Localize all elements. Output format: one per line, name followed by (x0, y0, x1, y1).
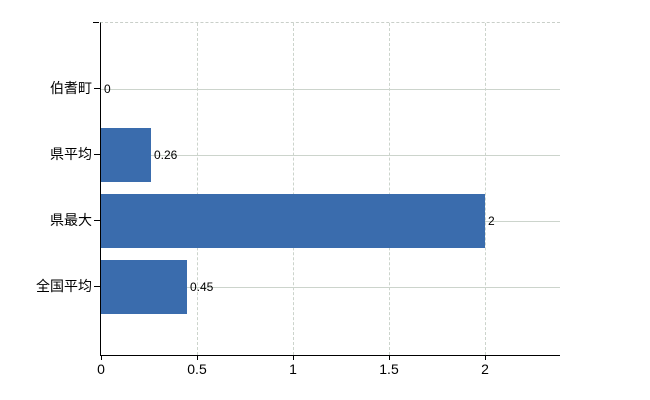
horizontal-gridline (101, 155, 560, 156)
x-axis-tick-label: 0 (97, 361, 105, 377)
vertical-gridline (293, 23, 294, 355)
bar-value-label: 0 (104, 82, 111, 96)
category-label: 全国平均 (36, 278, 92, 294)
x-axis-tick-label: 1.5 (379, 361, 399, 377)
horizontal-gridline (101, 287, 560, 288)
x-axis-tick-label: 0.5 (187, 361, 207, 377)
bar-value-label: 0.26 (154, 148, 178, 162)
x-axis-tick (197, 355, 198, 360)
bar-value-label: 2 (488, 214, 495, 228)
y-axis-top-tick (93, 22, 99, 23)
category-label: 県最大 (50, 212, 92, 228)
category-label: 伯耆町 (50, 80, 92, 96)
x-axis-tick (293, 355, 294, 360)
bar-value-label: 0.45 (190, 280, 214, 294)
bar (101, 260, 187, 314)
y-axis-tick (94, 286, 100, 287)
horizontal-gridline (101, 89, 560, 90)
x-axis-tick (389, 355, 390, 360)
vertical-gridline (485, 23, 486, 355)
x-axis-tick (101, 355, 102, 360)
x-axis-tick (485, 355, 486, 360)
bar (101, 128, 151, 182)
y-axis-tick (94, 88, 100, 89)
vertical-gridline (389, 23, 390, 355)
x-axis-tick-label: 2 (481, 361, 489, 377)
category-label: 県平均 (50, 146, 92, 162)
vertical-gridline (197, 23, 198, 355)
x-axis-tick-label: 1 (289, 361, 297, 377)
bar (101, 194, 485, 248)
y-axis-tick (94, 220, 100, 221)
plot-area: 0 0.26 2 0.45 (100, 22, 560, 356)
y-axis-tick (94, 154, 100, 155)
